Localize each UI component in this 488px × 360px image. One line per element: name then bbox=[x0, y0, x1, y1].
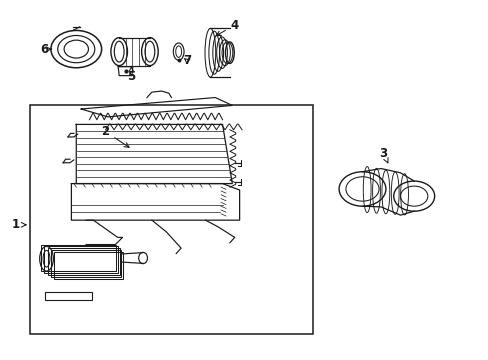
Text: 6: 6 bbox=[41, 42, 51, 55]
Bar bbox=[30, 105, 312, 334]
Bar bbox=[47, 248, 120, 275]
Text: 4: 4 bbox=[216, 19, 238, 36]
Bar bbox=[41, 244, 116, 271]
Bar bbox=[44, 246, 118, 273]
Text: 5: 5 bbox=[127, 67, 135, 82]
Text: 2: 2 bbox=[102, 125, 129, 147]
Text: 3: 3 bbox=[379, 147, 387, 163]
Text: 1: 1 bbox=[11, 218, 26, 231]
Text: 7: 7 bbox=[183, 54, 191, 67]
Bar bbox=[44, 292, 92, 300]
Bar bbox=[54, 252, 123, 279]
Bar bbox=[51, 250, 121, 277]
